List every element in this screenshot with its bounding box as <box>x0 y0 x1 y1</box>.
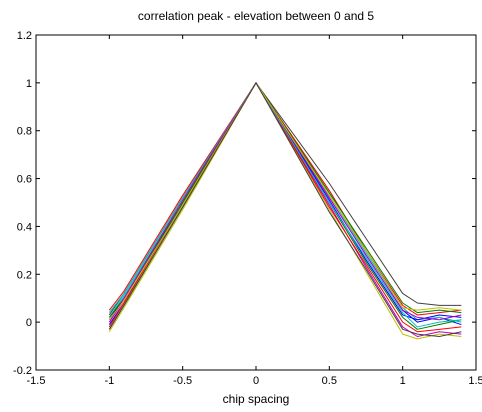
series-line-14 <box>108 82 462 337</box>
y-tick-label: 0.8 <box>17 126 32 138</box>
series-line-12 <box>108 82 462 323</box>
series-line-10 <box>108 82 462 333</box>
y-tick-label: 0 <box>26 317 32 329</box>
tick-layer: -1.5 -1 -0.5 0 0.5 1 1.5 -0.2 0 0.2 0.4 0.6 0.8 1 1.2 <box>13 30 482 387</box>
y-tick-label: 0.4 <box>17 221 32 233</box>
x-axis-label: chip spacing <box>223 392 290 406</box>
x-tick-label: -1 <box>104 375 114 387</box>
x-tick-label: -1.5 <box>27 375 46 387</box>
y-tick-label: 1 <box>26 78 32 90</box>
x-tick-label: 1 <box>400 375 406 387</box>
series-line-11 <box>108 82 462 328</box>
series-line-13 <box>108 82 462 321</box>
y-tick-label: 0.2 <box>17 269 32 281</box>
x-tick-label: 0.5 <box>322 375 337 387</box>
chart-title: correlation peak - elevation between 0 a… <box>138 9 374 23</box>
y-tick-label: 0.6 <box>17 174 32 186</box>
y-tick-label: -0.2 <box>13 365 32 377</box>
series-line-9 <box>108 82 462 318</box>
y-tick-label: 1.2 <box>17 30 32 42</box>
x-tick-label: 0 <box>253 375 259 387</box>
x-tick-label: 1.5 <box>468 375 482 387</box>
series-layer <box>108 82 462 340</box>
x-tick-label: -0.5 <box>173 375 192 387</box>
